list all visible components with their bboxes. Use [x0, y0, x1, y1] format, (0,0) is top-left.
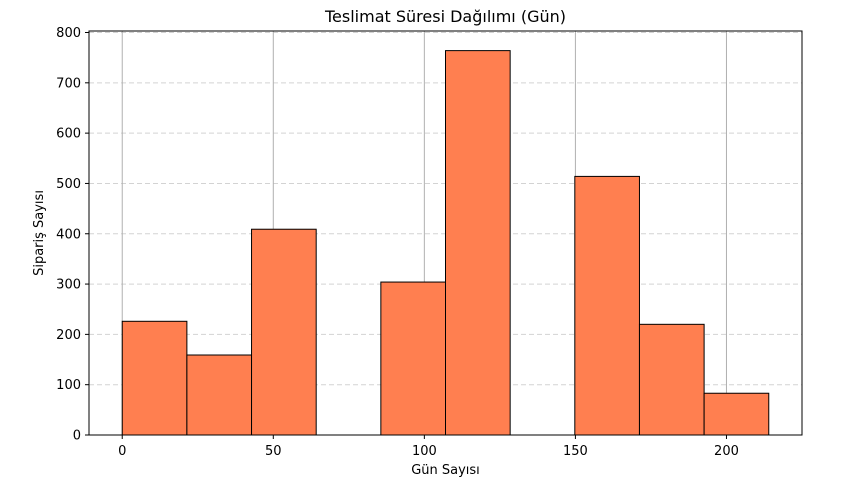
y-tick-label: 400 [56, 227, 81, 242]
x-tick-label: 0 [118, 444, 126, 459]
y-tick-label: 500 [56, 177, 81, 192]
histogram-bar-0 [121, 320, 188, 436]
histogram-bar-7 [574, 175, 640, 436]
histogram-bar-2 [251, 228, 317, 436]
y-axis-ticks: 0 100 200 300 400 500 600 700 800 [56, 26, 89, 444]
y-tick-label: 200 [56, 328, 81, 343]
x-axis-label: Gün Sayısı [411, 463, 480, 478]
histogram-bar-5 [445, 50, 511, 436]
x-tick-label: 200 [714, 444, 739, 459]
chart-title: Teslimat Süresi Dağılımı (Gün) [324, 7, 566, 26]
y-tick-label: 800 [56, 26, 81, 41]
y-tick-label: 100 [56, 378, 81, 393]
histogram-bar-9 [703, 392, 770, 436]
x-tick-label: 100 [412, 444, 437, 459]
x-tick-label: 50 [265, 444, 282, 459]
histogram-bar-1 [186, 354, 253, 436]
y-tick-label: 300 [56, 278, 81, 293]
bars [121, 50, 770, 436]
histogram-bar-4 [380, 281, 447, 436]
histogram-bar-8 [638, 323, 705, 436]
plot-frame [88, 30, 803, 436]
y-tick-label: 600 [56, 127, 81, 142]
y-tick-label: 0 [73, 429, 81, 444]
y-tick-label: 700 [56, 76, 81, 91]
y-axis-label: Sipariş Sayısı [32, 190, 47, 276]
x-axis-ticks: 0 50 100 150 200 [118, 435, 739, 459]
x-tick-label: 150 [563, 444, 588, 459]
